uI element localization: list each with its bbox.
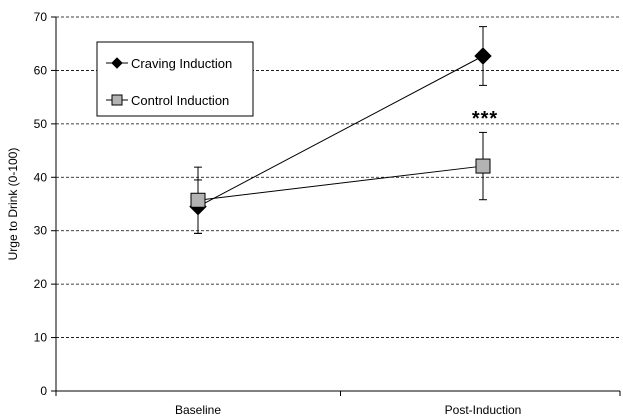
y-tick-label: 60 [34,63,48,77]
legend-item: Control Induction [106,93,229,108]
legend-marker [111,94,123,106]
significance-annotation: *** [472,108,498,130]
legend-box [96,41,254,117]
x-tick-labels: Baseline Post-Induction [175,403,521,417]
y-tick-label: 20 [34,277,48,291]
legend-label: Control Induction [131,93,229,108]
y-tick-label: 30 [34,224,48,238]
y-tick-label: 50 [34,117,48,131]
y-tick-labels: 0 10 20 30 40 50 60 70 [34,10,48,398]
series-line [197,55,484,208]
y-tick-label: 0 [40,384,47,398]
x-tick-label: Post-Induction [445,403,522,417]
data-point [190,192,206,208]
axes [51,16,621,396]
legend: Craving Induction Control Induction [96,41,254,117]
data-point [475,158,491,174]
series-line [197,165,484,201]
legend-marker [111,57,123,69]
legend-item: Craving Induction [106,56,232,71]
y-axis-label: Urge to Drink (0-100) [6,148,20,261]
data-point [474,47,492,65]
y-tick-label: 70 [34,10,48,24]
y-tick-label: 40 [34,170,48,184]
x-tick-label: Baseline [175,403,221,417]
y-tick-label: 10 [34,331,48,345]
legend-label: Craving Induction [131,56,232,71]
series-group [189,26,492,234]
annotations: *** [472,108,498,130]
gridlines [56,16,620,338]
series-control-induction [190,131,491,234]
